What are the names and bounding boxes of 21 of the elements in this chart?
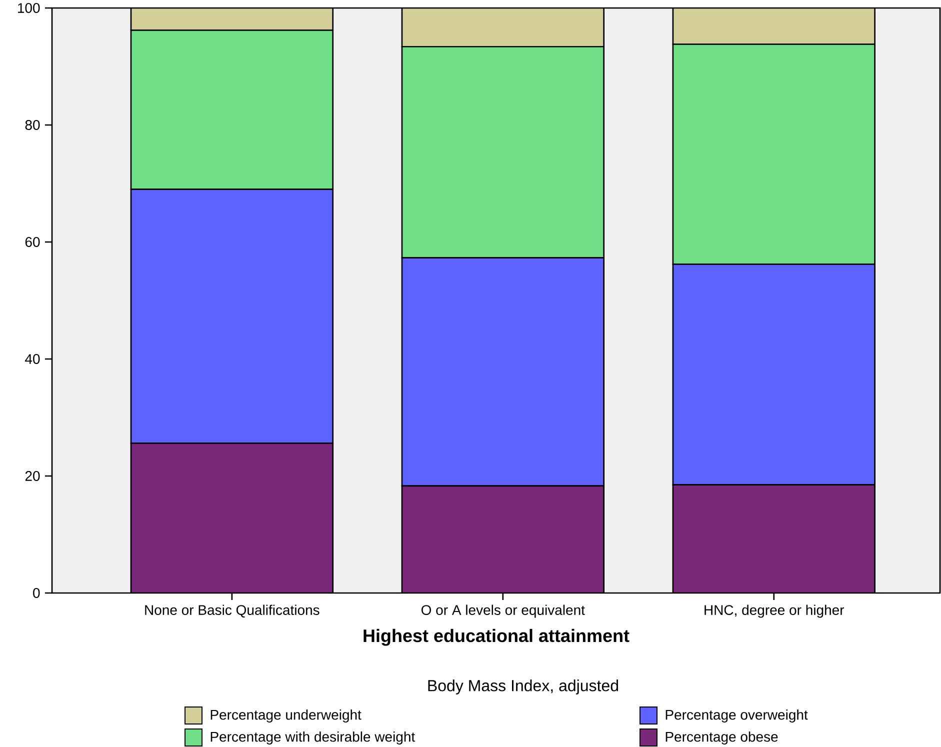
legend-label: Percentage underweight: [210, 709, 362, 723]
y-tick-label: 40: [25, 354, 40, 364]
y-tick-label: 0: [33, 588, 40, 598]
legend-title: Body Mass Index, adjusted: [428, 680, 618, 694]
bar: [401, 8, 605, 48]
y-tick-label: 100: [18, 3, 40, 13]
x-tick-label: O or A levels or equivalent: [421, 604, 585, 618]
bar: [130, 442, 334, 593]
y-tick-label: 60: [25, 237, 40, 247]
legend-label: Percentage overweight: [666, 709, 808, 723]
x-tick-label: None or Basic Qualifications: [145, 604, 320, 618]
y-tick-label: 20: [25, 471, 40, 481]
legend-label: Percentage obese: [666, 731, 778, 745]
x-axis-title: Highest educational attainment: [364, 628, 630, 646]
bar: [672, 484, 876, 593]
bar: [401, 485, 605, 593]
x-tick-label: HNC, degree or higher: [704, 604, 844, 618]
bar: [672, 8, 876, 45]
y-tick-label: 80: [25, 120, 40, 130]
legend-label: Percentage with desirable weight: [210, 731, 416, 745]
bar: [130, 8, 334, 31]
